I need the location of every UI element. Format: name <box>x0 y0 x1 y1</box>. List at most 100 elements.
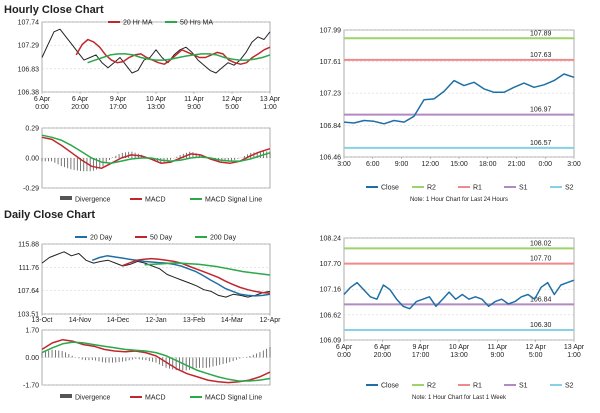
daily-macd-signal-line <box>41 341 271 382</box>
y-tick-label: 107.74 <box>18 20 40 27</box>
x-tick-label: 5:00 <box>225 104 239 111</box>
hourly-macd-signal-line <box>41 134 271 164</box>
y-tick-label: 106.46 <box>320 155 342 162</box>
y-tick-label: 106.84 <box>320 123 342 130</box>
x-tick-label: 13 Apr <box>260 96 281 103</box>
x-tick-label: 12 Apr <box>526 344 547 351</box>
x-tick-label: 6 Apr <box>336 344 353 351</box>
y-tick-label: 108.24 <box>320 236 342 243</box>
y-tick-label: 107.64 <box>18 288 40 295</box>
x-tick-label: 18:00 <box>479 161 497 168</box>
x-tick-label: 6 Apr <box>374 344 391 351</box>
x-tick-label: 6 Apr <box>34 96 51 103</box>
legend-daily-macd: MACD <box>145 395 166 402</box>
x-tick-label: 6 Apr <box>72 96 89 103</box>
x-tick-label: 13:00 <box>450 352 468 359</box>
y-tick-label: 0.00 <box>25 355 39 362</box>
hourly-pivot-level-label-s1: 106.97 <box>530 107 552 114</box>
hourly-pivot-note: Note: 1 Hour Chart for Last 24 Hours <box>410 197 508 203</box>
x-tick-label: 13 Apr <box>564 344 585 351</box>
daily-pivot-level-label-r2: 108.02 <box>530 240 552 247</box>
hourly-pivot-legend-s2: S2 <box>565 185 574 192</box>
daily-50-day-line <box>121 257 271 294</box>
y-tick-label: 103.51 <box>18 312 40 319</box>
daily-pivot-close-line <box>343 279 575 310</box>
x-tick-label: 14-Mar <box>221 317 244 324</box>
x-tick-label: 9 Apr <box>110 96 127 103</box>
daily-pivot-level-label-r1: 107.70 <box>530 256 552 263</box>
daily-200-day-line <box>144 262 271 276</box>
y-tick-label: 107.70 <box>320 261 342 268</box>
x-tick-label: 0:00 <box>538 161 552 168</box>
x-tick-label: 3:00 <box>567 161 581 168</box>
x-tick-label: 10 Apr <box>146 96 167 103</box>
hourly-pivot-legend-close: Close <box>381 185 399 192</box>
x-tick-label: 21:00 <box>508 161 526 168</box>
hourly-50hrs-ma-line <box>87 53 271 64</box>
hourly-pivot-legend-r2: R2 <box>427 185 436 192</box>
daily-pivot-legend-s1: S1 <box>519 383 528 390</box>
legend-50-day: 50 Day <box>150 235 173 242</box>
x-tick-label: 9:00 <box>395 161 409 168</box>
x-tick-label: 3:00 <box>337 161 351 168</box>
daily-pivot-legend-s2: S2 <box>565 383 574 390</box>
y-tick-label: 107.29 <box>18 43 40 50</box>
daily-macd-line <box>41 338 271 384</box>
y-tick-label: 107.23 <box>320 91 342 98</box>
hourly-pivot-legend-r1: R1 <box>473 185 482 192</box>
x-tick-label: 9:00 <box>491 352 505 359</box>
legend-20hr-ma: 20 Hr MA <box>123 20 153 27</box>
legend-daily-divergence-swatch <box>60 394 72 398</box>
x-tick-label: 12-Apr <box>259 317 281 324</box>
x-tick-label: 1:00 <box>263 104 277 111</box>
x-tick-label: 17:00 <box>412 352 430 359</box>
y-tick-label: -1.70 <box>23 383 39 390</box>
y-tick-label: 111.76 <box>19 265 39 272</box>
daily-section-title: Daily Close Chart <box>4 209 96 221</box>
x-tick-label: 9 Apr <box>412 344 429 351</box>
x-tick-label: 14-Dec <box>107 317 130 324</box>
x-tick-label: 10 Apr <box>449 344 470 351</box>
hourly-20hr-ma-line <box>75 38 271 65</box>
y-tick-label: 107.16 <box>320 287 342 294</box>
hourly-price-line <box>41 28 271 74</box>
x-tick-label: 5:00 <box>529 352 543 359</box>
x-tick-label: 12:00 <box>421 161 439 168</box>
daily-pivot-legend-r1: R1 <box>473 383 482 390</box>
legend-hourly-macd: MACD <box>145 197 166 204</box>
hourly-pivot-level-label-r2: 107.89 <box>530 30 552 37</box>
y-tick-label: 0.29 <box>25 126 39 133</box>
legend-20-day: 20 Day <box>90 235 113 242</box>
daily-20-day-line <box>91 255 271 297</box>
hourly-macd-line <box>41 136 271 170</box>
x-tick-label: 13-Feb <box>183 317 205 324</box>
y-tick-label: 106.38 <box>18 90 40 97</box>
daily-pivot-legend-close: Close <box>381 383 399 390</box>
y-tick-label: 106.62 <box>320 312 342 319</box>
y-tick-label: 1.70 <box>25 328 39 335</box>
x-tick-label: 13-Oct <box>31 317 52 324</box>
daily-pivot-level-label-s2: 106.30 <box>530 322 552 329</box>
x-tick-label: 20:00 <box>71 104 89 111</box>
legend-daily-macd-signal: MACD Signal Line <box>205 395 262 402</box>
legend-hourly-divergence: Divergence <box>75 197 111 204</box>
x-tick-label: 12-Jan <box>145 317 167 324</box>
legend-daily-divergence: Divergence <box>75 395 111 402</box>
x-tick-label: 11 Apr <box>487 344 507 351</box>
x-tick-label: 12 Apr <box>222 96 243 103</box>
x-tick-label: 13:00 <box>147 104 165 111</box>
y-tick-label: 106.83 <box>18 66 40 73</box>
y-tick-label: 115.88 <box>18 242 39 249</box>
y-tick-label: 107.61 <box>320 59 342 66</box>
daily-price-line <box>41 251 271 298</box>
daily-pivot-note: Note: 1 Hour Chart for Last 1 Week <box>412 395 507 401</box>
daily-pivot-level-label-s1: 106.84 <box>530 296 552 303</box>
y-tick-label: 0.00 <box>25 156 39 163</box>
x-tick-label: 11 Apr <box>184 96 204 103</box>
x-tick-label: 14-Nov <box>69 317 92 324</box>
hourly-price-frame <box>41 21 271 93</box>
x-tick-label: 20:00 <box>374 352 392 359</box>
y-tick-label: 106.09 <box>320 338 342 345</box>
x-tick-label: 17:00 <box>109 104 127 111</box>
